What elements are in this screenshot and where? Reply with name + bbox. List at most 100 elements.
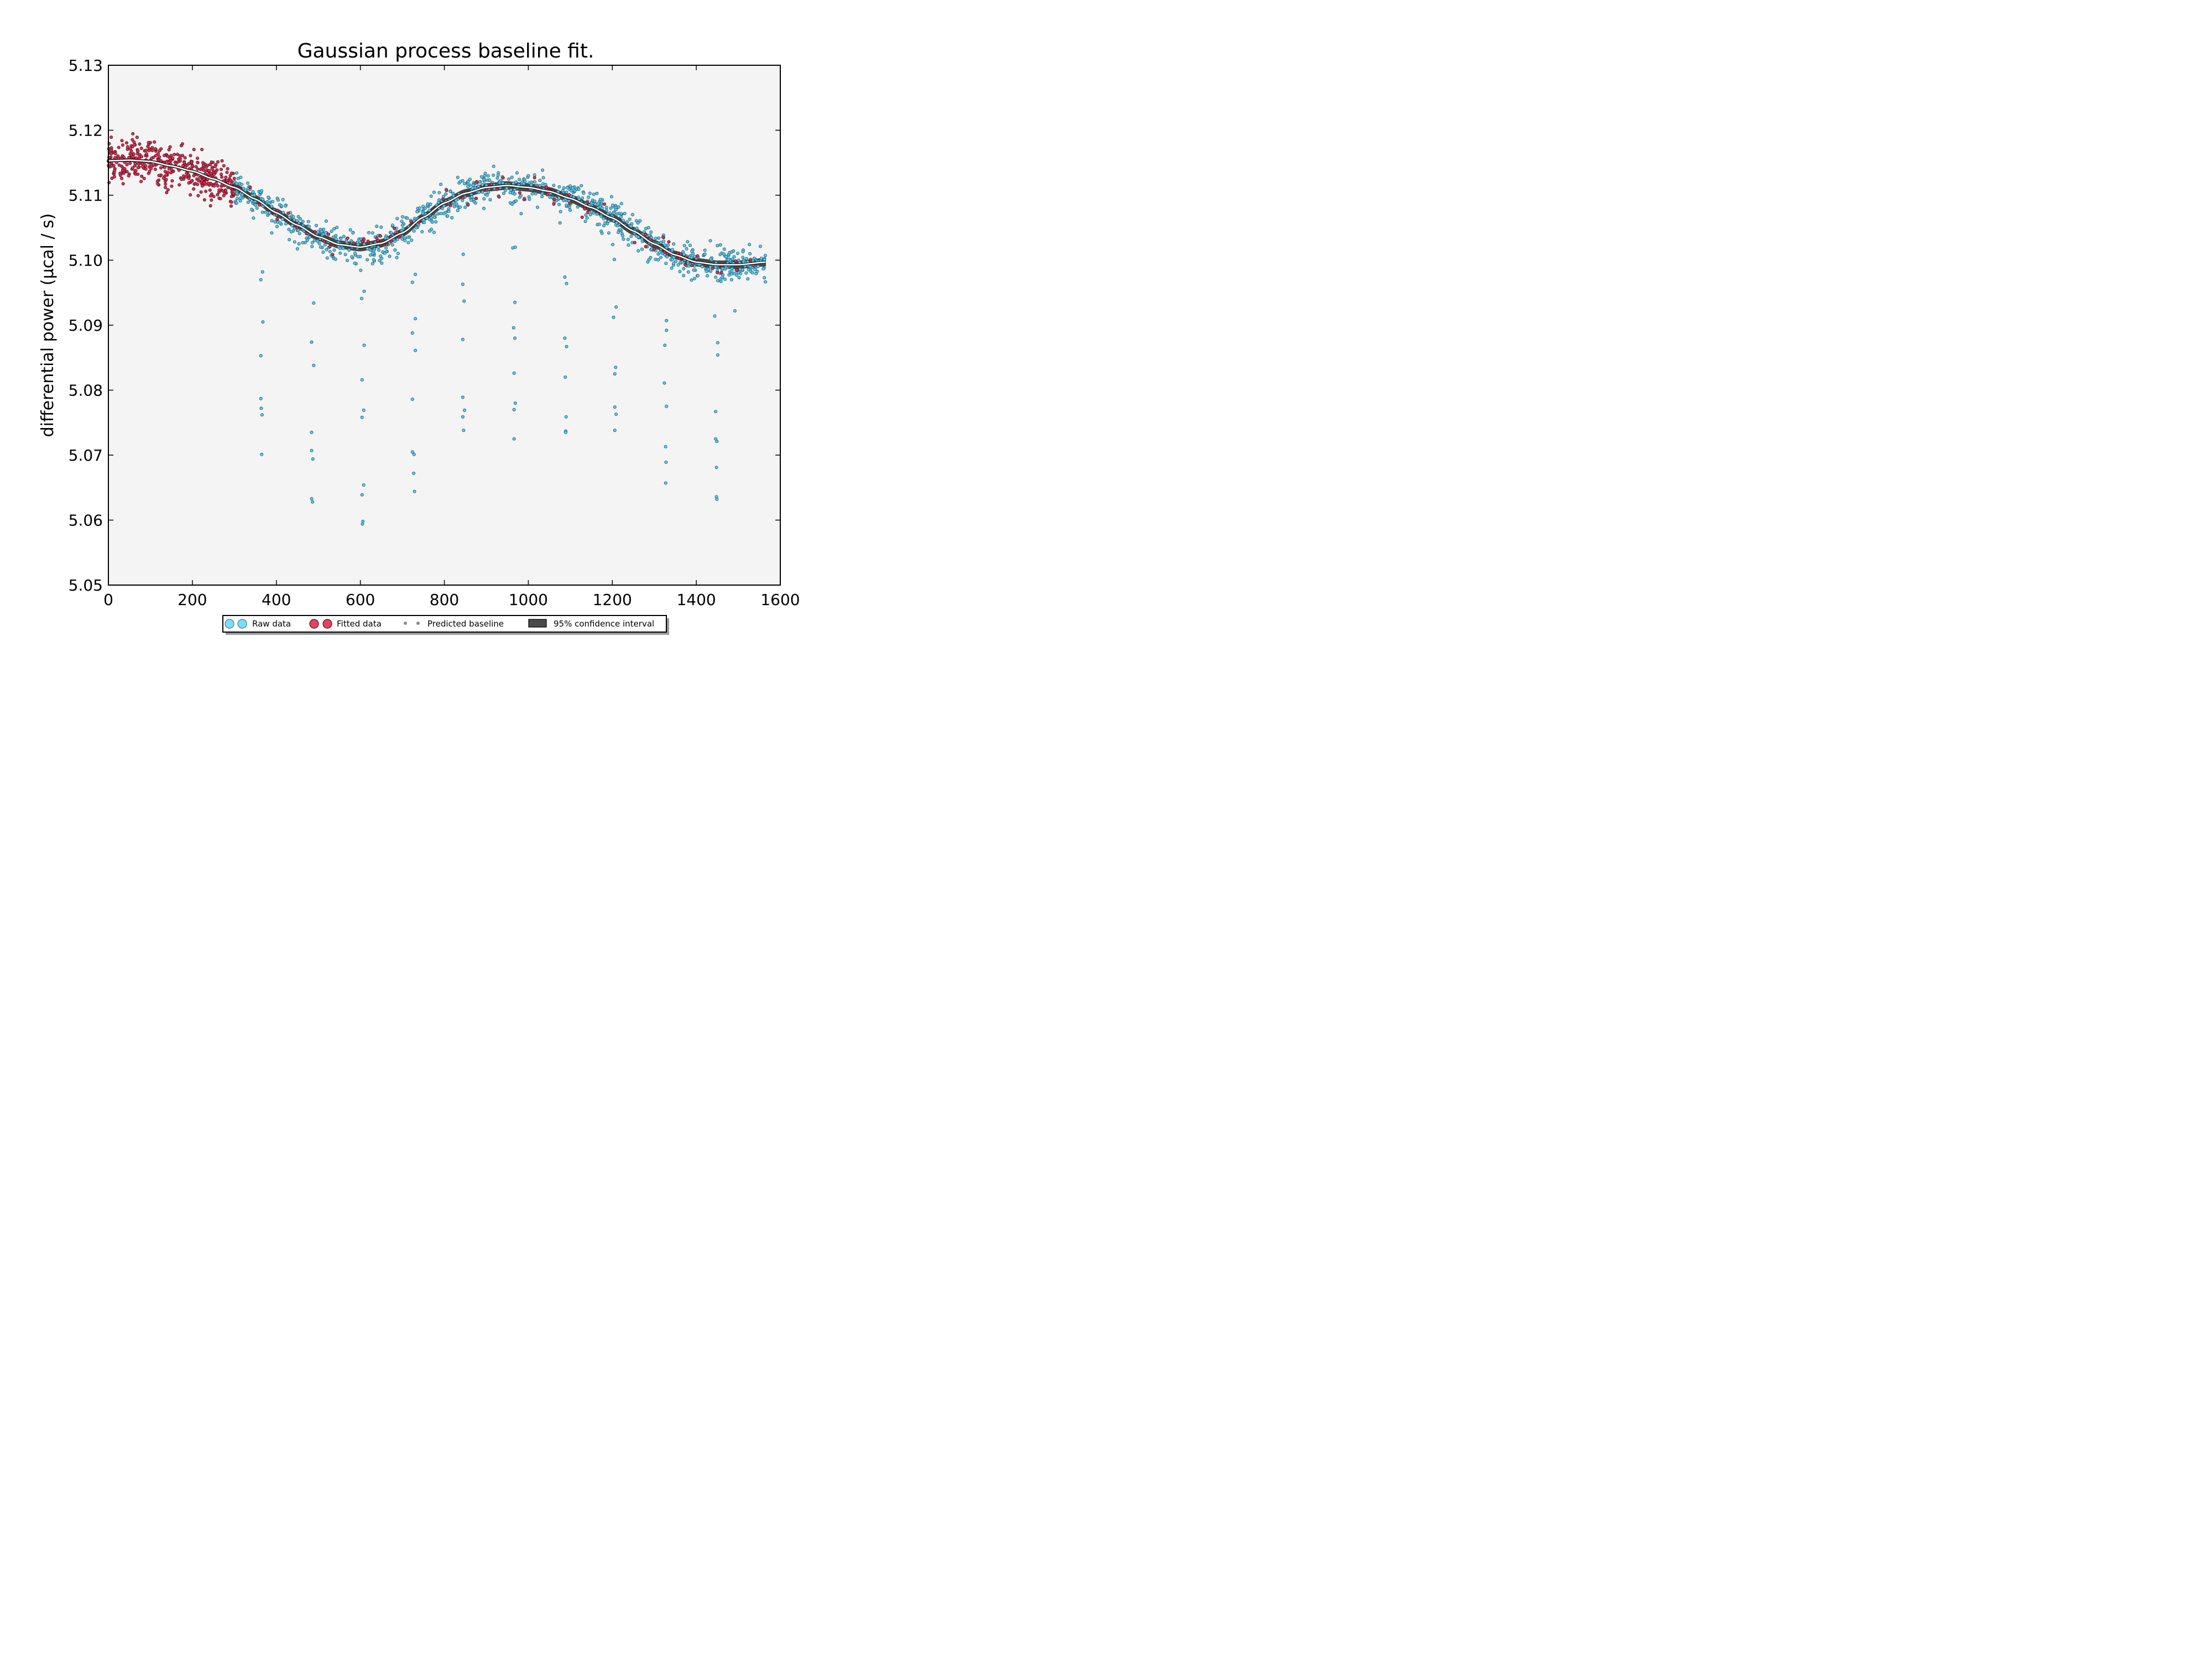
raw-data-point — [670, 248, 674, 252]
raw-data-point — [259, 354, 263, 358]
raw-data-point — [468, 178, 472, 181]
raw-data-point — [715, 497, 719, 501]
raw-data-point — [301, 241, 305, 244]
fitted-data-point — [719, 270, 723, 274]
raw-data-point — [730, 272, 734, 276]
raw-data-point — [680, 260, 684, 264]
fitted-data-point — [474, 196, 478, 200]
raw-data-point — [634, 219, 638, 223]
raw-data-point — [310, 430, 314, 434]
raw-data-point — [709, 269, 713, 273]
fitted-data-point — [131, 132, 135, 135]
raw-data-point — [239, 196, 243, 200]
raw-data-point — [410, 238, 414, 242]
raw-data-point — [741, 255, 745, 259]
raw-data-point — [723, 277, 727, 281]
fitted-data-point — [200, 179, 204, 182]
raw-data-point — [391, 223, 395, 227]
raw-data-point — [400, 220, 404, 223]
raw-data-point — [369, 253, 373, 257]
fitted-data-point — [461, 196, 465, 200]
raw-data-point — [295, 219, 299, 223]
raw-data-point — [685, 247, 688, 251]
fitted-data-point — [228, 174, 232, 178]
raw-data-point — [401, 215, 405, 218]
raw-data-point — [317, 242, 321, 246]
raw-data-point — [316, 239, 320, 243]
raw-data-point — [377, 248, 380, 252]
fitted-data-point — [142, 176, 146, 180]
fitted-data-point — [154, 154, 158, 158]
raw-data-point — [310, 497, 314, 500]
raw-data-point — [659, 255, 663, 259]
raw-data-point — [305, 238, 309, 242]
raw-data-point — [359, 296, 363, 300]
raw-data-point — [259, 278, 263, 281]
raw-data-point — [629, 224, 633, 228]
raw-data-point — [682, 244, 686, 248]
raw-data-point — [745, 257, 749, 260]
raw-data-point — [619, 215, 623, 219]
fitted-data-point — [173, 153, 176, 156]
raw-data-point — [311, 457, 315, 461]
raw-data-point — [617, 205, 620, 209]
raw-data-point — [261, 197, 265, 201]
raw-data-point — [565, 204, 568, 207]
fitted-data-point — [138, 142, 142, 146]
raw-data-point — [450, 216, 454, 220]
fitted-data-point — [196, 156, 200, 160]
fitted-data-point — [180, 142, 184, 146]
raw-data-point — [729, 278, 733, 281]
fitted-data-point — [204, 189, 207, 193]
raw-data-point — [690, 255, 693, 259]
raw-data-point — [298, 232, 301, 236]
fitted-data-point — [208, 194, 212, 198]
fitted-data-point — [165, 191, 169, 195]
fitted-data-point — [586, 200, 589, 204]
raw-data-point — [362, 289, 366, 293]
fitted-data-point — [124, 141, 128, 145]
raw-data-point — [410, 331, 414, 335]
fitted-data-point — [154, 147, 158, 151]
raw-data-point — [362, 343, 366, 347]
raw-data-point — [564, 430, 568, 434]
fitted-data-point — [158, 149, 161, 153]
raw-data-point — [233, 180, 237, 184]
fitted-data-point — [164, 182, 168, 186]
raw-data-point — [335, 226, 339, 229]
raw-data-point — [452, 205, 456, 208]
raw-data-point — [390, 243, 394, 247]
fitted-data-point — [208, 188, 212, 192]
raw-data-point — [733, 272, 737, 275]
fitted-data-point — [167, 160, 171, 164]
raw-data-point — [481, 190, 484, 194]
raw-data-point — [654, 258, 658, 262]
raw-data-point — [703, 252, 707, 256]
raw-data-point — [371, 231, 374, 235]
fitted-data-point — [224, 175, 228, 179]
raw-data-point — [709, 257, 713, 261]
raw-data-point — [307, 225, 311, 228]
raw-data-point — [510, 175, 514, 179]
fitted-data-point — [183, 156, 187, 160]
raw-data-point — [259, 406, 263, 410]
raw-data-point — [662, 381, 666, 385]
raw-data-point — [447, 210, 451, 213]
raw-data-point — [737, 276, 741, 280]
raw-data-point — [604, 208, 608, 212]
raw-data-point — [432, 215, 436, 219]
raw-data-point — [682, 253, 686, 257]
fitted-data-point — [552, 197, 556, 201]
raw-data-point — [366, 258, 369, 262]
fitted-data-point — [171, 156, 175, 160]
fitted-data-point — [190, 160, 194, 164]
raw-data-point — [371, 251, 375, 255]
raw-data-point — [701, 265, 705, 269]
raw-data-point — [260, 452, 264, 456]
raw-data-point — [568, 208, 572, 212]
raw-data-point — [481, 182, 484, 186]
raw-data-point — [565, 190, 568, 194]
raw-data-point — [654, 237, 658, 241]
raw-data-point — [763, 258, 766, 262]
raw-data-point — [259, 397, 263, 400]
